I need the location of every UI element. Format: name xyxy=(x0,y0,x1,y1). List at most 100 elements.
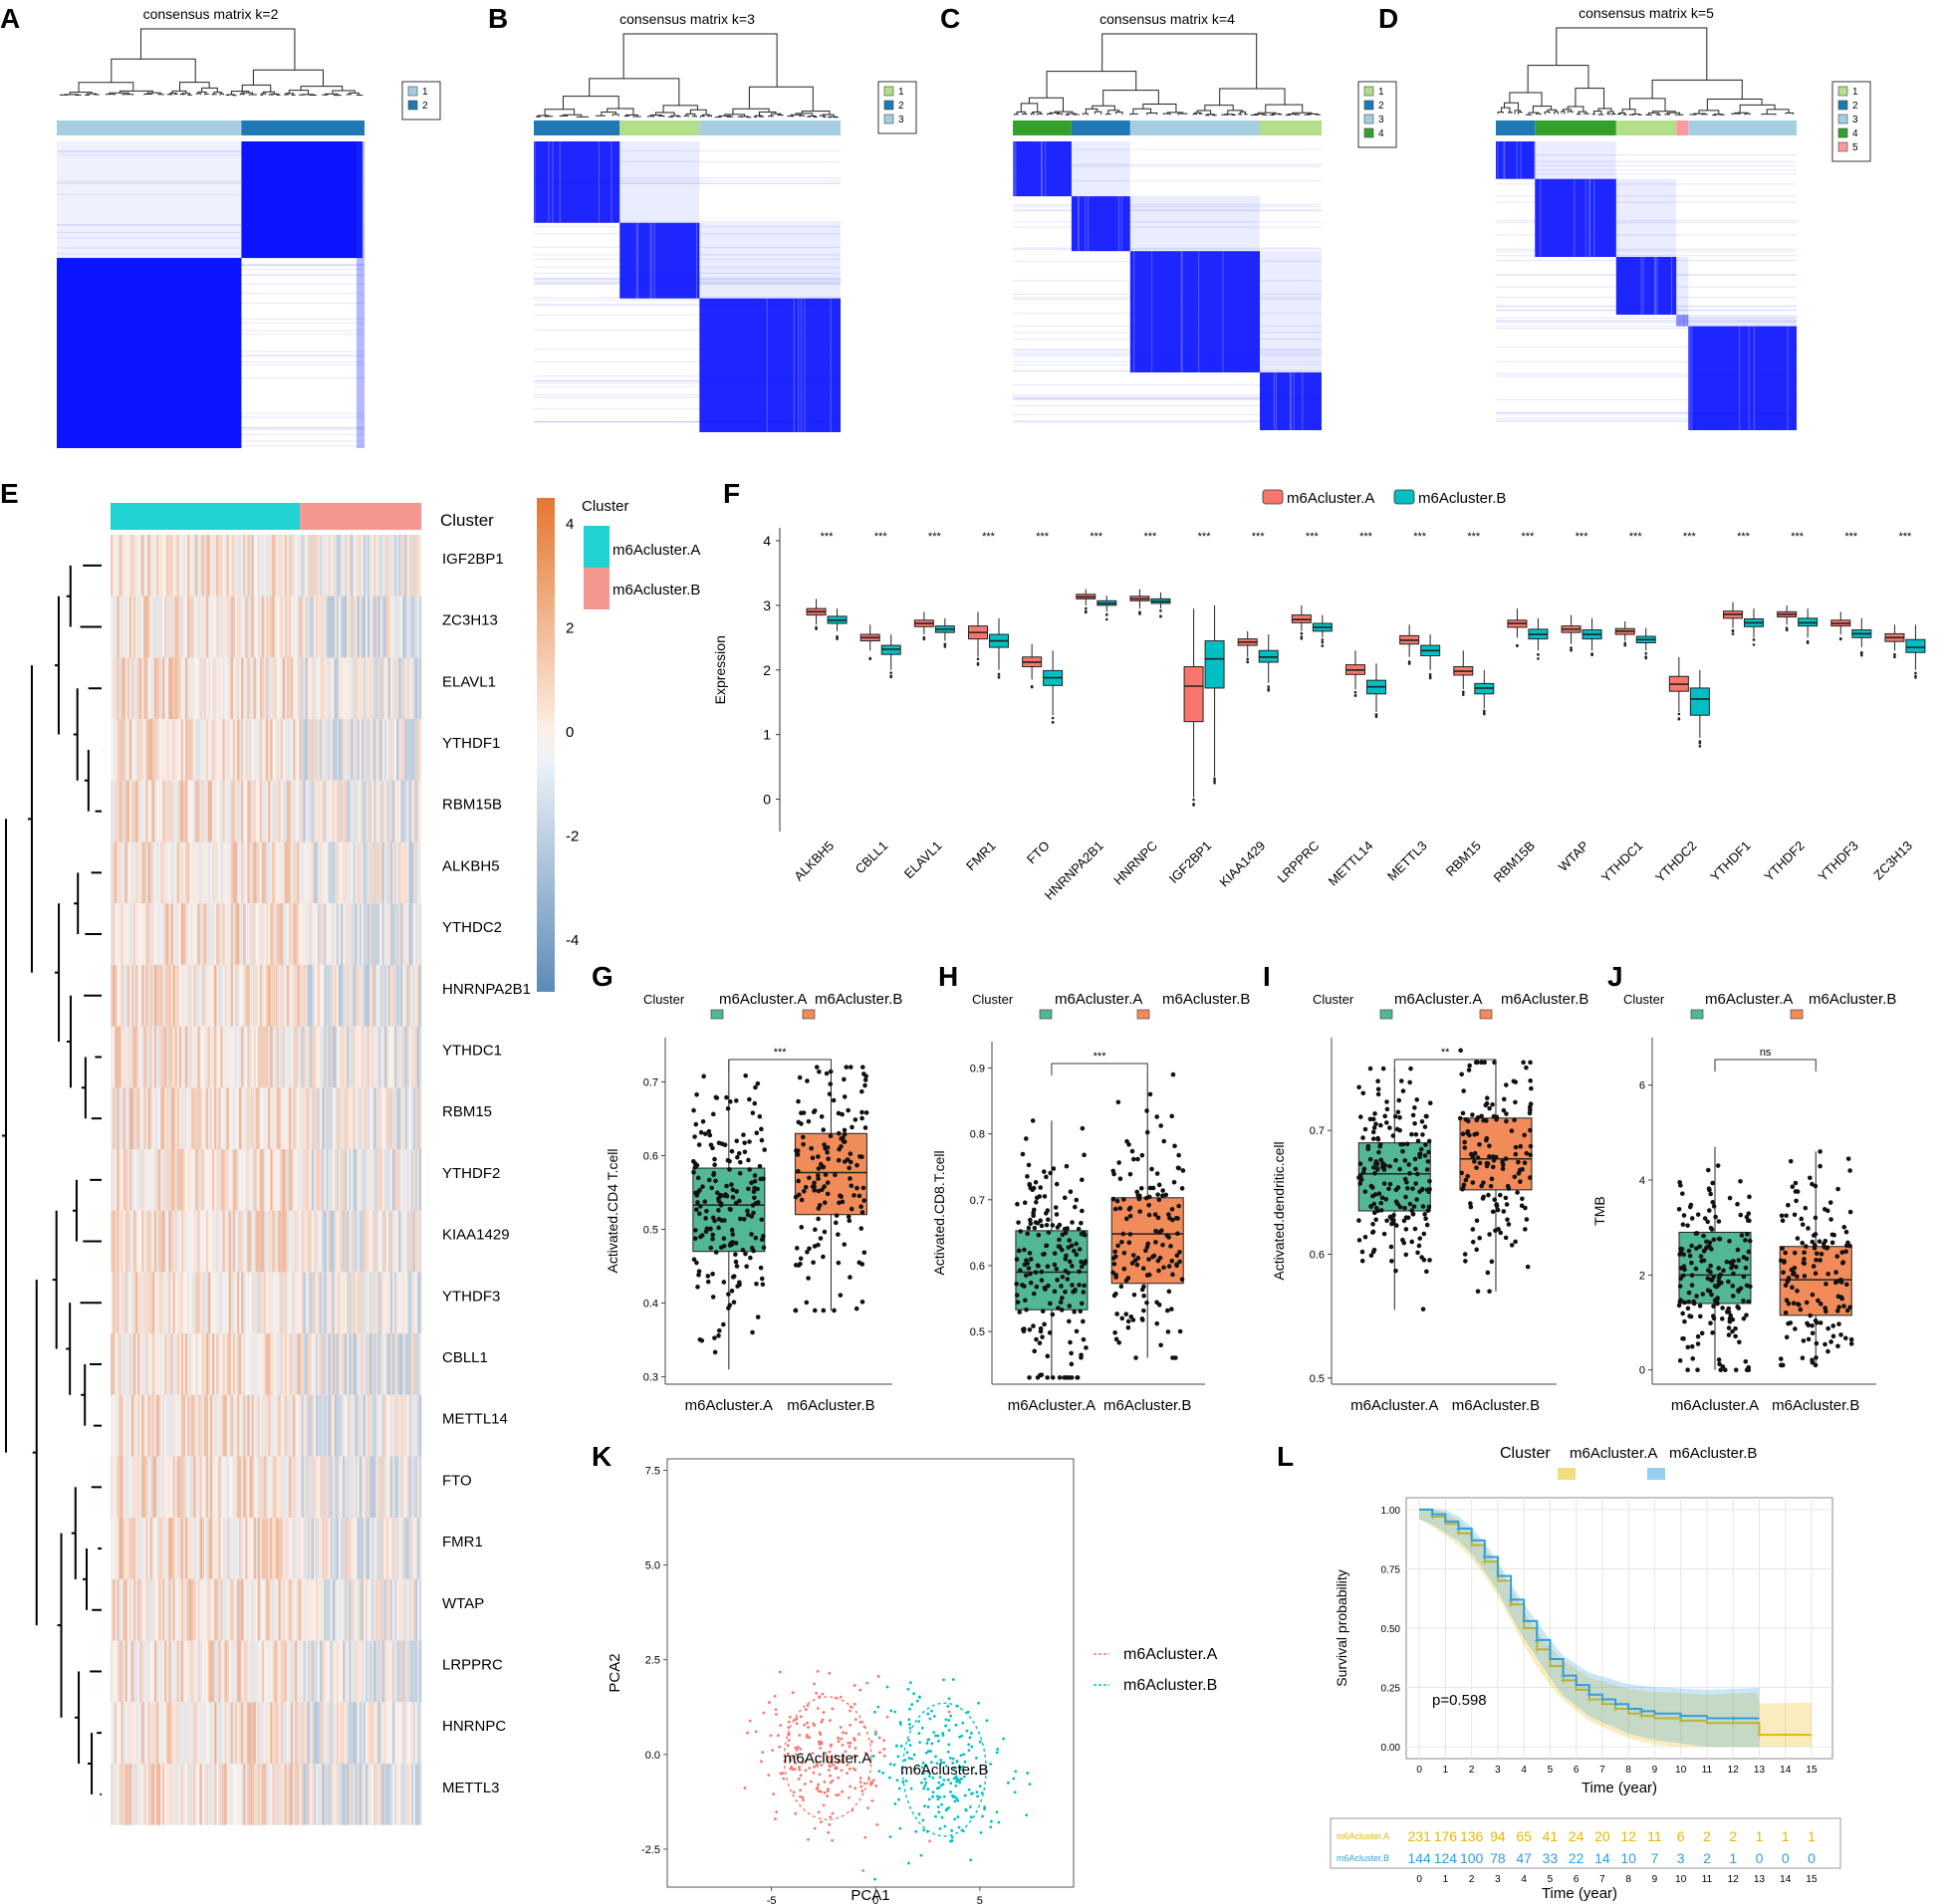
heatmap-cell xyxy=(299,780,302,842)
heatmap-cell xyxy=(184,535,188,596)
heatmap-cell xyxy=(253,1272,256,1334)
heatmap-cell xyxy=(224,1764,227,1825)
heatmap-cell xyxy=(396,1087,399,1149)
data-point xyxy=(1169,1259,1175,1264)
data-point xyxy=(1416,1243,1422,1249)
heatmap-cell xyxy=(207,1702,211,1764)
heatmap-cell xyxy=(214,596,216,658)
heatmap-cell xyxy=(406,595,409,658)
heatmap-cell xyxy=(245,964,248,1027)
heatmap-cell xyxy=(199,780,202,842)
outlier xyxy=(1321,640,1325,644)
heatmap-cell xyxy=(162,1764,165,1825)
data-point xyxy=(705,1274,711,1279)
heatmap-cell xyxy=(305,903,308,965)
heatmap-cell xyxy=(278,1518,281,1579)
heatmap-cell xyxy=(361,1764,365,1825)
heatmap-cell xyxy=(398,1272,401,1334)
data-point xyxy=(708,1245,714,1251)
heatmap-cell xyxy=(176,1764,179,1825)
heatmap-cell xyxy=(226,719,229,781)
heatmap-cell xyxy=(236,1456,240,1519)
data-point xyxy=(728,1241,734,1246)
heatmap-cell xyxy=(272,1333,275,1395)
heatmap-cell xyxy=(172,1394,175,1457)
heatmap-cell xyxy=(234,1702,238,1764)
heatmap-cell xyxy=(134,1149,138,1211)
heatmap-cell xyxy=(272,1518,275,1579)
heatmap-cell xyxy=(303,719,306,781)
heatmap-cell xyxy=(295,1149,298,1211)
data-point xyxy=(811,1260,816,1266)
heatmap-cell xyxy=(218,595,221,658)
heatmap-cell xyxy=(381,535,384,596)
legend-item: m6Acluster.A xyxy=(612,542,700,559)
heatmap-cell xyxy=(295,1210,298,1273)
heatmap-cell xyxy=(234,964,238,1027)
heatmap-cell xyxy=(365,1578,368,1641)
data-point xyxy=(1161,1138,1167,1144)
heatmap-cell xyxy=(389,1640,393,1703)
heatmap-cell xyxy=(389,535,393,596)
heatmap-cell xyxy=(415,1272,417,1333)
heatmap-cell xyxy=(115,1149,118,1211)
heatmap-cell xyxy=(400,1578,403,1641)
heatmap-cell xyxy=(396,964,399,1027)
data-point xyxy=(743,1072,748,1078)
heatmap-cell xyxy=(358,1457,360,1519)
heatmap-cell xyxy=(266,1149,269,1211)
block-texture xyxy=(650,222,652,299)
heatmap-cell xyxy=(197,841,200,904)
heatmap-cell xyxy=(398,1149,401,1211)
heatmap-cell xyxy=(228,595,231,658)
heatmap-cell xyxy=(280,719,283,781)
heatmap-cell xyxy=(398,595,401,658)
dendrogram-branch xyxy=(252,69,324,87)
dendrogram-branch xyxy=(197,91,207,95)
heatmap-cell xyxy=(280,964,283,1027)
heatmap-cell xyxy=(361,1518,365,1579)
data-point xyxy=(730,1232,736,1237)
data-point xyxy=(1025,1174,1030,1179)
heatmap-cell xyxy=(184,657,188,720)
heatmap-cell xyxy=(295,841,298,904)
data-point xyxy=(1026,1225,1032,1231)
data-point xyxy=(1055,1278,1060,1283)
heatmap-cell xyxy=(119,1149,122,1211)
legend-box xyxy=(1831,81,1871,162)
heatmap-cell xyxy=(222,1457,224,1519)
matrix-noise xyxy=(1013,396,1322,398)
heatmap-cell xyxy=(172,719,175,781)
heatmap-cell xyxy=(338,1702,342,1764)
y-tick-label: 0.5 xyxy=(643,1225,658,1237)
heatmap-cell xyxy=(228,1210,231,1273)
heatmap-cell xyxy=(406,841,409,904)
heatmap-cell xyxy=(366,1026,370,1088)
dendrogram-branch xyxy=(601,112,617,117)
heatmap-cell xyxy=(347,1578,350,1641)
heatmap-cell xyxy=(168,535,171,596)
heatmap-cell xyxy=(154,1518,156,1579)
heatmap-cell xyxy=(209,841,213,904)
heatmap-cell xyxy=(193,1272,196,1334)
heatmap-cell xyxy=(115,1518,118,1579)
heatmap-cell xyxy=(324,719,327,781)
heatmap-cell xyxy=(164,1149,167,1211)
heatmap-cell xyxy=(119,1578,122,1641)
heatmap-cell xyxy=(197,657,200,720)
legend-swatch xyxy=(1039,1009,1053,1020)
heatmap-cell xyxy=(220,1210,223,1273)
data-point xyxy=(737,1170,743,1176)
heatmap-cell xyxy=(375,1026,378,1088)
heatmap-cell xyxy=(400,1272,403,1334)
data-point xyxy=(1020,1151,1026,1157)
heatmap-cell xyxy=(406,964,409,1027)
heatmap-cell xyxy=(373,964,376,1027)
heatmap-cell xyxy=(155,657,159,720)
data-point xyxy=(1146,1272,1152,1278)
heatmap-cell xyxy=(336,903,340,965)
heatmap-cell xyxy=(241,1578,244,1641)
heatmap-cell xyxy=(316,1272,318,1333)
matrix-noise xyxy=(1013,248,1322,250)
dendrogram-branch xyxy=(88,1733,94,1794)
